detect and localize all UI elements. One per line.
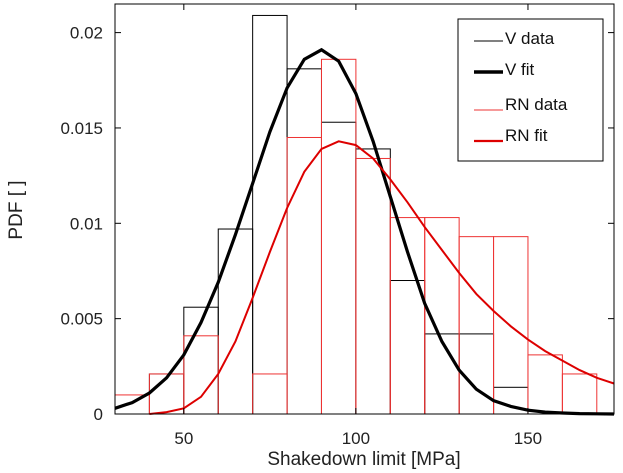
y-tick-label-1: 0.005 [60,310,103,329]
legend-label-v-data: V data [505,29,555,48]
legend-box [457,18,604,162]
legend-label-v-fit: V fit [505,60,535,79]
x-axis-label: Shakedown limit [MPa] [267,449,460,470]
v-fit-line [114,47,615,416]
y-axis-label: PDF [ ] [6,180,27,239]
legend-label-rn-data: RN data [505,95,568,114]
x-tick-label-2: 150 [514,429,542,448]
y-tick-label-4: 0.02 [70,24,103,43]
x-tick-label-1: 100 [342,429,370,448]
legend: V data V fit RN data RN fit [457,18,604,162]
plot-frame [114,3,615,415]
y-tick-label-3: 0.015 [60,119,103,138]
x-axis-ticks: 50 100 150 [174,4,542,448]
y-tick-label-2: 0.01 [70,214,103,233]
y-axis-ticks: 0 0.005 0.01 0.015 0.02 [60,24,614,424]
rn-fit-line [149,140,615,415]
x-tick-label-0: 50 [174,429,193,448]
legend-label-rn-fit: RN fit [505,126,548,145]
y-tick-label-0: 0 [94,405,103,424]
